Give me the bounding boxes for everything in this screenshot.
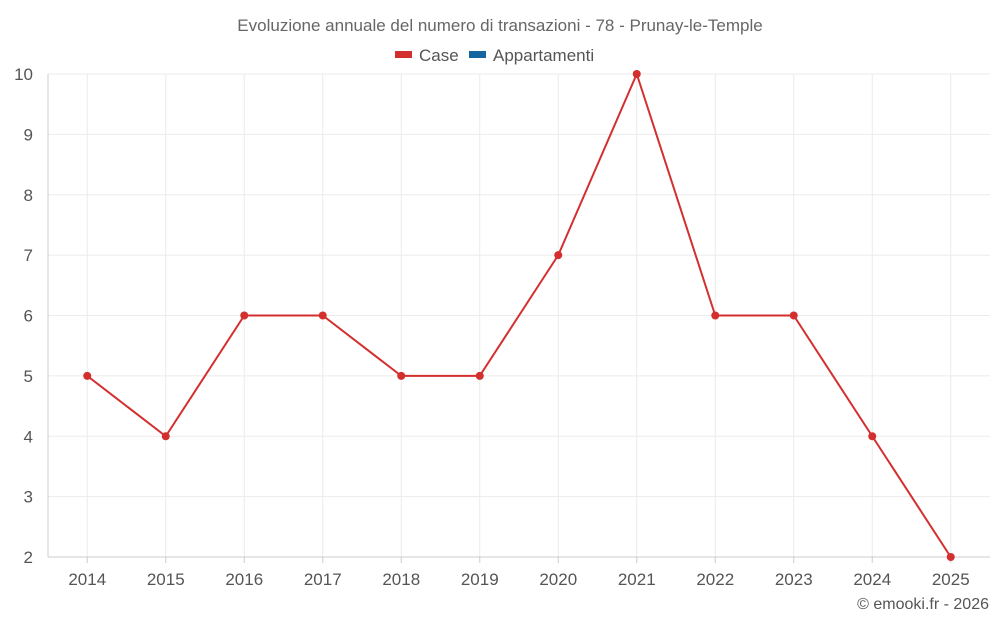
x-tick-label: 2025: [932, 570, 970, 589]
y-tick-label: 5: [24, 367, 33, 386]
series: [83, 70, 955, 561]
data-point: [83, 371, 92, 380]
y-tick-label: 10: [14, 65, 33, 84]
x-tick-label: 2014: [68, 570, 106, 589]
x-tick-label: 2019: [461, 570, 499, 589]
data-point: [711, 311, 720, 320]
series-line-case: [86, 73, 952, 558]
x-tick-label: 2016: [225, 570, 263, 589]
x-tick-label: 2022: [696, 570, 734, 589]
y-tick-label: 7: [24, 246, 33, 265]
y-tick-label: 6: [24, 307, 33, 326]
legend: Case Appartamenti: [395, 46, 594, 65]
data-point: [868, 432, 877, 441]
legend-swatch-case: [395, 51, 412, 58]
data-point: [789, 311, 798, 320]
y-tick-label: 8: [24, 186, 33, 205]
data-point: [240, 311, 249, 320]
y-tick-label: 4: [24, 427, 33, 446]
x-tick-label: 2020: [539, 570, 577, 589]
data-point: [554, 251, 563, 260]
legend-swatch-appartamenti: [469, 51, 486, 58]
footer-credit: © emooki.fr - 2026: [857, 596, 989, 613]
data-point: [397, 371, 406, 380]
x-tick-label: 2017: [304, 570, 342, 589]
axes: 2 3 4 5 6 7 8 9 10 2014 2015 2016 2017 2018 2019 2020 20…: [14, 65, 990, 589]
data-point: [946, 553, 955, 561]
y-tick-label: 3: [24, 488, 33, 507]
data-point: [161, 432, 170, 441]
x-tick-label: 2015: [147, 570, 185, 589]
y-tick-label: 2: [24, 548, 33, 567]
x-tick-label: 2023: [775, 570, 813, 589]
legend-label-case: Case: [419, 46, 459, 65]
x-tick-label: 2024: [853, 570, 891, 589]
legend-item-appartamenti[interactable]: Appartamenti: [469, 46, 594, 65]
legend-item-case[interactable]: Case: [395, 46, 459, 65]
data-point: [475, 371, 484, 380]
legend-label-appartamenti: Appartamenti: [493, 46, 594, 65]
x-tick-label: 2018: [382, 570, 420, 589]
chart-title: Evoluzione annuale del numero di transaz…: [237, 16, 762, 35]
data-point: [632, 70, 641, 78]
y-tick-label: 9: [24, 125, 33, 144]
data-point: [318, 311, 327, 320]
x-tick-label: 2021: [618, 570, 656, 589]
